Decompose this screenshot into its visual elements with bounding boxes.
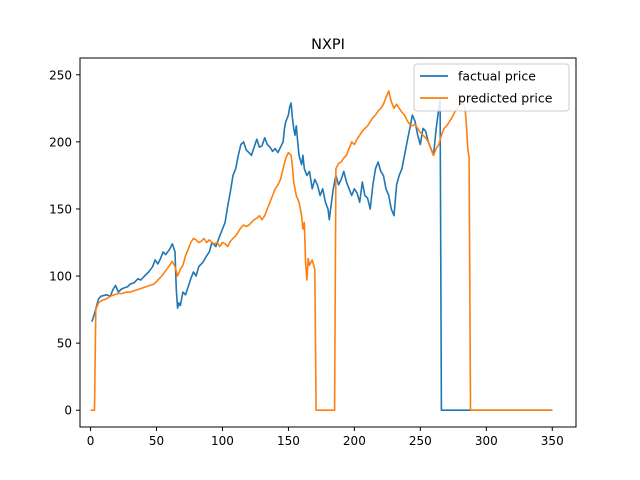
- legend: factual price predicted price: [413, 63, 570, 112]
- axis-ticks: 0 50 100 150 200 250 300 350 0 50 100 150 200 250: [49, 68, 564, 448]
- x-tick-label: 300: [475, 434, 498, 448]
- x-tick-label: 200: [343, 434, 366, 448]
- legend-label: factual price: [458, 69, 536, 84]
- x-tick-label: 250: [409, 434, 432, 448]
- series-line-predicted-price: [90, 90, 553, 411]
- series-line-factual-price: [91, 98, 553, 411]
- x-tick-label: 350: [541, 434, 564, 448]
- y-tick-label: 0: [64, 404, 72, 418]
- plot-lines: [90, 90, 553, 411]
- y-tick-label: 250: [49, 68, 72, 82]
- x-tick-label: 50: [149, 434, 164, 448]
- x-tick-label: 150: [277, 434, 300, 448]
- x-tick-label: 100: [211, 434, 234, 448]
- legend-label: predicted price: [458, 91, 553, 106]
- chart-title: NXPI: [311, 37, 345, 53]
- y-tick-label: 50: [57, 337, 72, 351]
- y-tick-label: 100: [49, 270, 72, 284]
- axes-frame: [79, 57, 577, 428]
- y-tick-label: 150: [49, 202, 72, 216]
- y-tick-label: 200: [49, 135, 72, 149]
- x-tick-label: 0: [87, 434, 95, 448]
- legend-box: [413, 63, 570, 112]
